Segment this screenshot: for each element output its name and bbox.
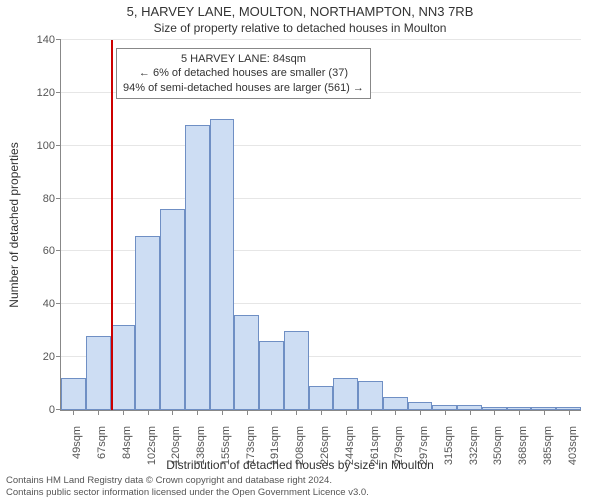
footer-line-1: Contains HM Land Registry data © Crown c… xyxy=(6,475,594,486)
annotation-box: 5 HARVEY LANE: 84sqm← 6% of detached hou… xyxy=(116,48,371,99)
histogram-bar xyxy=(234,315,259,410)
y-tick-mark xyxy=(56,92,61,93)
x-tick-mark xyxy=(371,410,372,415)
y-tick-label: 100 xyxy=(37,140,55,152)
x-tick-mark xyxy=(544,410,545,415)
histogram-bar xyxy=(309,386,334,410)
histogram-bar xyxy=(333,378,358,410)
gridline xyxy=(61,198,581,199)
x-tick-mark xyxy=(148,410,149,415)
x-tick-mark xyxy=(519,410,520,415)
x-tick-label: 67sqm xyxy=(96,426,108,459)
chart-title-sub: Size of property relative to detached ho… xyxy=(0,21,600,35)
histogram-bar xyxy=(284,331,309,410)
x-tick-mark xyxy=(346,410,347,415)
x-tick-mark xyxy=(123,410,124,415)
x-tick-mark xyxy=(73,410,74,415)
histogram-bar xyxy=(408,402,433,410)
annotation-line: ← 6% of detached houses are smaller (37) xyxy=(123,66,364,80)
marker-line xyxy=(111,40,113,410)
x-tick-mark xyxy=(470,410,471,415)
histogram-bar xyxy=(259,341,284,410)
x-tick-mark xyxy=(420,410,421,415)
plot-area: 02040608010012014049sqm67sqm84sqm102sqm1… xyxy=(60,40,581,411)
histogram-bar xyxy=(383,397,408,410)
histogram-bar xyxy=(185,125,210,410)
y-tick-mark xyxy=(56,303,61,304)
y-tick-label: 80 xyxy=(43,193,55,205)
y-tick-mark xyxy=(56,356,61,357)
footer-attribution: Contains HM Land Registry data © Crown c… xyxy=(6,475,594,498)
y-tick-label: 140 xyxy=(37,34,55,46)
x-tick-mark xyxy=(494,410,495,415)
gridline xyxy=(61,39,581,40)
x-tick-mark xyxy=(222,410,223,415)
x-tick-mark xyxy=(395,410,396,415)
x-tick-mark xyxy=(445,410,446,415)
y-tick-label: 0 xyxy=(49,404,55,416)
histogram-bar xyxy=(111,325,136,410)
y-tick-mark xyxy=(56,145,61,146)
x-tick-mark xyxy=(321,410,322,415)
y-tick-mark xyxy=(56,39,61,40)
y-axis-label: Number of detached properties xyxy=(7,142,21,307)
x-tick-label: 49sqm xyxy=(71,426,83,459)
y-tick-label: 120 xyxy=(37,87,55,99)
histogram-bar xyxy=(210,119,235,410)
annotation-line: 94% of semi-detached houses are larger (… xyxy=(123,81,364,95)
histogram-bar xyxy=(61,378,86,410)
histogram-bar xyxy=(135,236,160,410)
y-tick-label: 20 xyxy=(43,351,55,363)
chart-title-main: 5, HARVEY LANE, MOULTON, NORTHAMPTON, NN… xyxy=(0,4,600,19)
x-tick-mark xyxy=(296,410,297,415)
annotation-line: 5 HARVEY LANE: 84sqm xyxy=(123,52,364,66)
y-tick-label: 40 xyxy=(43,298,55,310)
chart-container: 5, HARVEY LANE, MOULTON, NORTHAMPTON, NN… xyxy=(0,0,600,500)
x-tick-mark xyxy=(271,410,272,415)
x-tick-mark xyxy=(569,410,570,415)
footer-line-2: Contains public sector information licen… xyxy=(6,487,594,498)
x-tick-mark xyxy=(247,410,248,415)
y-tick-label: 60 xyxy=(43,245,55,257)
x-tick-mark xyxy=(98,410,99,415)
histogram-bar xyxy=(358,381,383,410)
y-tick-mark xyxy=(56,198,61,199)
histogram-bar xyxy=(160,209,185,410)
x-axis-label: Distribution of detached houses by size … xyxy=(0,458,600,472)
gridline xyxy=(61,145,581,146)
x-tick-mark xyxy=(172,410,173,415)
histogram-bar xyxy=(86,336,111,410)
y-tick-mark xyxy=(56,250,61,251)
x-tick-mark xyxy=(197,410,198,415)
x-tick-label: 84sqm xyxy=(121,426,133,459)
